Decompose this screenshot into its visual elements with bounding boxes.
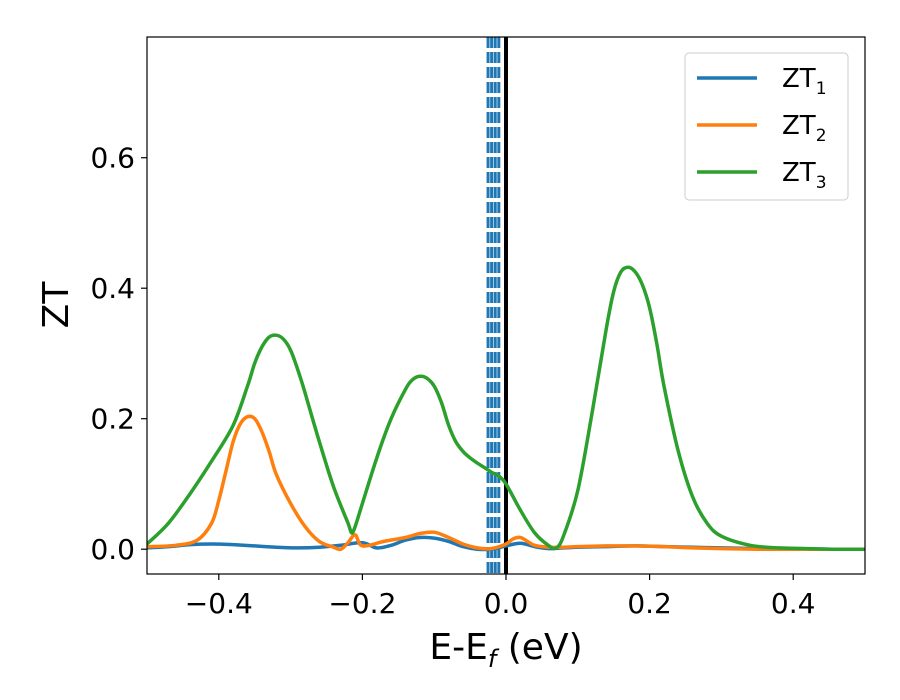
legend-label-zt1: ZT1 (782, 64, 827, 99)
x-axis-label-main: E-E (429, 627, 487, 668)
x-axis: −0.4 −0.2 0.0 0.2 0.4 (185, 574, 816, 620)
y-tick-label: 0.2 (90, 403, 135, 436)
legend: ZT1 ZT2 ZT3 (684, 52, 849, 201)
y-tick-label: 0.6 (90, 142, 135, 175)
y-axis: 0.0 0.2 0.4 0.6 (90, 142, 147, 566)
legend-label-zt3: ZT3 (782, 158, 827, 193)
x-tick-label: 0.2 (627, 587, 672, 620)
series-line-zt2 (147, 414, 865, 552)
y-axis-label: ZT (36, 281, 77, 329)
reference-lines (486, 37, 508, 574)
series-line-zt3 (147, 265, 865, 551)
x-tick-label: −0.4 (185, 587, 253, 620)
y-tick-label: 0.0 (90, 533, 135, 566)
series-layer (147, 265, 865, 552)
legend-label-zt2: ZT2 (782, 111, 827, 146)
x-axis-label-unit: (eV) (496, 627, 582, 668)
x-tick-label: 0.4 (771, 587, 816, 620)
x-tick-label: −0.2 (328, 587, 396, 620)
x-tick-label: 0.0 (484, 587, 529, 620)
x-axis-label: E-Ef (eV) (429, 627, 582, 673)
legend-box (684, 52, 849, 201)
y-tick-label: 0.4 (90, 272, 135, 305)
